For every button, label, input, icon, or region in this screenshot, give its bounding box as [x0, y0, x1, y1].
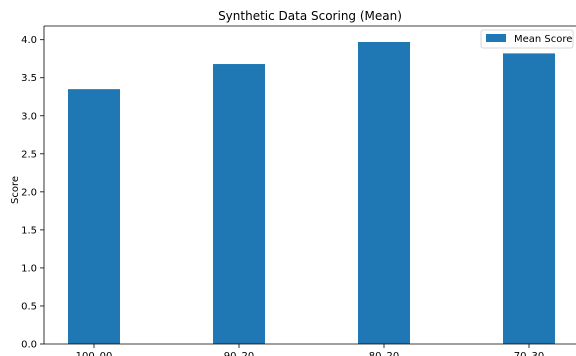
y-tick-label: 3.0: [21, 111, 37, 122]
y-tick-label: 2.0: [21, 187, 37, 198]
bar-70_30: [503, 53, 555, 344]
y-tick-label: 0.0: [21, 340, 37, 351]
y-tick-label: 1.5: [21, 225, 37, 236]
bar-80_20: [358, 41, 410, 345]
legend: Mean Score: [480, 29, 574, 49]
bars-group: [68, 41, 555, 345]
bar-100_00: [68, 89, 120, 344]
y-tick-label: 3.5: [21, 73, 37, 84]
legend-label: Mean Score: [514, 34, 572, 45]
x-tick-label: 70_30: [514, 351, 544, 356]
legend-swatch: [486, 34, 506, 42]
x-tick-label: 100_00: [76, 351, 113, 356]
y-tick-label: 2.5: [21, 149, 37, 160]
bar-90_20: [213, 64, 265, 345]
y-tick-label: 1.0: [21, 263, 37, 274]
plot-area: 100_00 90_20 80_20 70_30 0.0 0.5 1.0 1.5 2.0 2.5 3…: [21, 25, 576, 356]
y-axis-label: Score: [10, 176, 21, 204]
x-tick-label: 80_20: [369, 351, 399, 356]
y-tick-label: 4.0: [21, 35, 37, 46]
x-tick-label: 90_20: [224, 351, 254, 356]
chart-title: Synthetic Data Scoring (Mean): [218, 9, 402, 23]
y-tick-label: 0.5: [21, 301, 37, 312]
